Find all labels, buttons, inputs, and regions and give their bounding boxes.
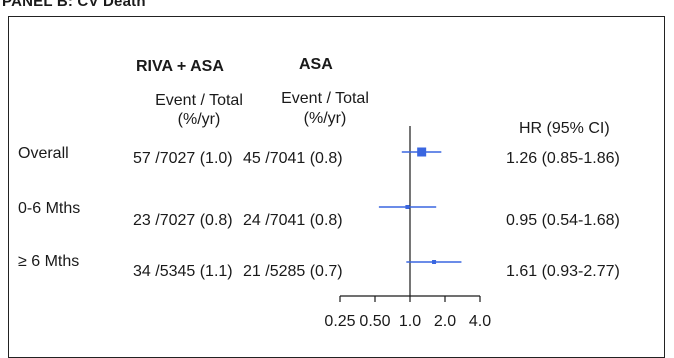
hr-ci-header: HR (95% CI)	[519, 120, 610, 137]
asa-subheader-1: Event / Total	[281, 90, 369, 107]
riva-asa-subheader-1: Event / Total	[155, 92, 243, 109]
x-tick-label-3: 2.0	[434, 313, 456, 330]
row-label-6plus: ≥ 6 Mths	[18, 253, 80, 270]
riva-asa-subheader-2: (%/yr)	[177, 111, 221, 128]
row-asa-6plus: 21 /5285 (0.7)	[243, 263, 343, 280]
x-tick-label-2: 1.0	[399, 313, 421, 330]
row-label-overall: Overall	[18, 145, 69, 162]
row-riva-overall: 57 /7027 (1.0)	[133, 150, 233, 167]
forest-plot: 0.25 0.50 1.0 2.0 4.0	[324, 126, 491, 330]
asa-subheader-2: (%/yr)	[303, 110, 347, 127]
row-asa-overall: 45 /7041 (0.8)	[243, 150, 343, 167]
asa-header: ASA	[299, 56, 333, 73]
row-label-0-6: 0-6 Mths	[18, 200, 81, 217]
row-riva-6plus: 34 /5345 (1.1)	[133, 263, 233, 280]
hr-marker-2	[432, 260, 437, 264]
x-tick-label-4: 4.0	[469, 313, 491, 330]
panel-title: PANEL B: CV Death	[2, 0, 146, 10]
x-tick-label-0: 0.25	[324, 313, 355, 330]
x-tick-label-1: 0.50	[359, 313, 390, 330]
row-hr-0-6: 0.95 (0.54-1.68)	[506, 212, 620, 229]
riva-asa-header: RIVA + ASA	[136, 58, 224, 75]
row-hr-overall: 1.26 (0.85-1.86)	[506, 150, 620, 167]
row-hr-6plus: 1.61 (0.93-2.77)	[506, 263, 620, 280]
row-riva-0-6: 23 /7027 (0.8)	[133, 212, 233, 229]
hr-marker-0	[417, 147, 427, 157]
hr-marker-1	[405, 205, 410, 209]
row-asa-0-6: 24 /7041 (0.8)	[243, 212, 343, 229]
